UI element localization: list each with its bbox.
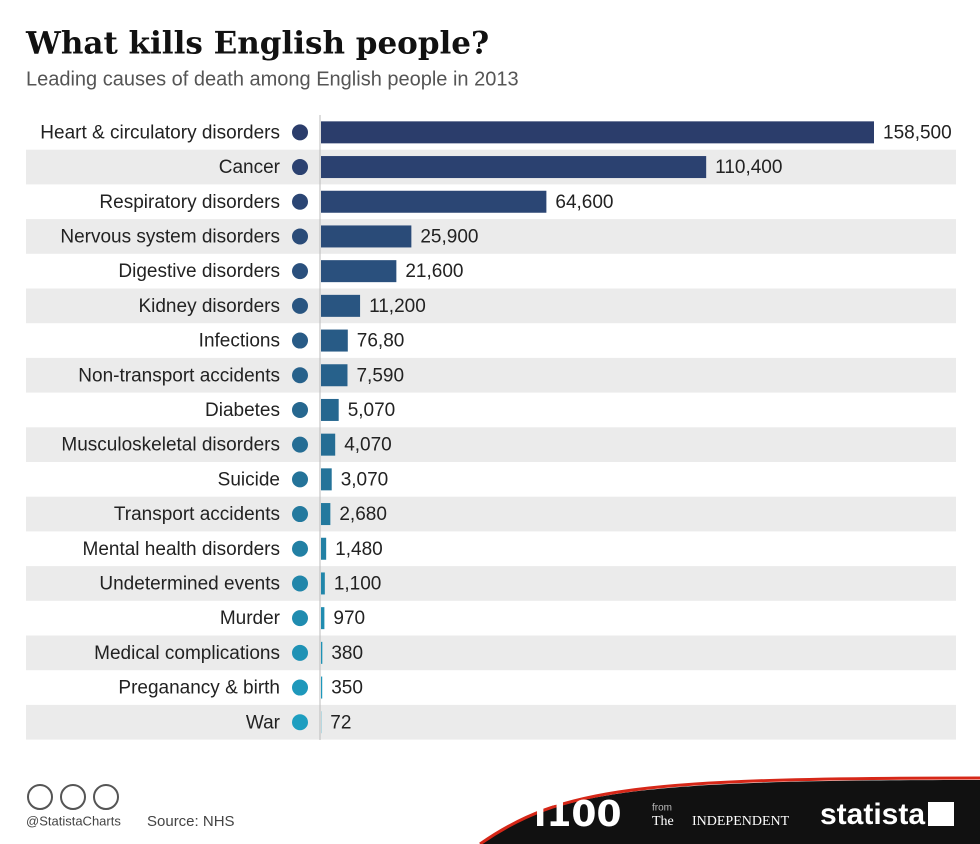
category-icon xyxy=(292,644,308,661)
category-icon xyxy=(292,124,308,141)
category-label: Mental health disorders xyxy=(83,539,281,560)
category-icon xyxy=(292,471,308,488)
value-label: 4,070 xyxy=(344,435,392,456)
bar xyxy=(321,572,325,595)
category-icon xyxy=(292,332,308,349)
brand-statista: statista xyxy=(820,798,925,831)
category-icon xyxy=(292,575,308,592)
value-label: 380 xyxy=(331,643,363,664)
category-label: War xyxy=(246,712,281,733)
bar xyxy=(321,398,339,421)
category-label: Preganancy & birth xyxy=(118,678,280,699)
brand-independent: INDEPENDENT xyxy=(692,814,790,829)
bar xyxy=(321,537,327,560)
bar xyxy=(321,364,348,387)
statista-logo xyxy=(928,802,954,826)
category-label: Medical complications xyxy=(94,643,280,664)
category-label: Murder xyxy=(220,608,281,629)
value-label: 2,680 xyxy=(339,504,387,525)
category-label: Cancer xyxy=(219,157,281,178)
bar xyxy=(321,121,874,144)
category-icon xyxy=(292,401,308,418)
category-label: Musculoskeletal disorders xyxy=(61,435,280,456)
value-label: 158,500 xyxy=(883,122,952,143)
category-icon xyxy=(292,506,308,523)
bar xyxy=(321,294,361,317)
category-label: Nervous system disorders xyxy=(60,226,280,247)
rows: Heart & circulatory disorders 158,500 Canc… xyxy=(26,121,956,740)
category-label: Suicide xyxy=(218,469,280,490)
category-label: Diabetes xyxy=(205,400,280,421)
category-icon xyxy=(292,297,308,314)
category-label: Infections xyxy=(199,331,280,352)
bar xyxy=(321,641,323,664)
value-label: 21,600 xyxy=(405,261,463,282)
brand-from: from xyxy=(652,803,672,814)
bar xyxy=(321,433,336,456)
credit: @StatistaCharts xyxy=(26,813,121,828)
row-shade xyxy=(26,288,956,324)
footer-line xyxy=(479,776,980,844)
brand-the: The xyxy=(652,814,674,829)
category-label: Non-transport accidents xyxy=(78,365,280,386)
bar xyxy=(321,607,325,630)
category-icon xyxy=(292,610,308,627)
row-shade xyxy=(26,496,956,532)
category-icon xyxy=(292,263,308,280)
value-label: 1,100 xyxy=(334,573,382,594)
chart-title: What kills English people? xyxy=(25,26,489,62)
category-label: Respiratory disorders xyxy=(99,192,280,213)
chart-subtitle: Leading causes of death among English pe… xyxy=(26,68,519,90)
source: Source: NHS xyxy=(147,813,235,830)
value-label: 72 xyxy=(330,712,351,733)
category-icon xyxy=(292,193,308,210)
value-label: 64,600 xyxy=(555,192,613,213)
category-icon xyxy=(292,714,308,731)
value-label: 3,070 xyxy=(341,469,389,490)
category-label: Kidney disorders xyxy=(138,296,280,317)
category-icon xyxy=(292,679,308,696)
bar xyxy=(321,225,412,248)
value-label: 25,900 xyxy=(420,226,478,247)
row-shade xyxy=(26,219,956,254)
cc-icons xyxy=(27,784,119,810)
footer-band xyxy=(480,780,980,844)
row-shade xyxy=(26,427,956,462)
value-label: 350 xyxy=(331,678,363,699)
value-label: 970 xyxy=(333,608,365,629)
value-label: 7,590 xyxy=(356,365,404,386)
category-label: Undetermined events xyxy=(99,573,280,594)
row-shade xyxy=(26,357,956,393)
row-shade xyxy=(26,704,956,740)
category-icon xyxy=(292,228,308,245)
value-label: 76,80 xyxy=(357,331,405,352)
category-icon xyxy=(292,540,308,557)
category-label: Heart & circulatory disorders xyxy=(40,122,280,143)
value-label: 11,200 xyxy=(369,296,426,317)
category-icon xyxy=(292,159,308,176)
category-icon xyxy=(292,367,308,384)
bar xyxy=(321,676,323,699)
bar xyxy=(321,260,397,283)
category-icon xyxy=(292,436,308,453)
value-label: 5,070 xyxy=(348,400,396,421)
row-shade xyxy=(26,566,956,601)
value-label: 1,480 xyxy=(335,539,383,560)
bar xyxy=(321,156,707,179)
bar xyxy=(321,329,348,352)
category-label: Digestive disorders xyxy=(118,261,280,282)
bar xyxy=(321,468,332,491)
brand-i100: i100 xyxy=(534,794,622,835)
category-label: Transport accidents xyxy=(114,504,280,525)
bar xyxy=(321,503,331,526)
row-shade xyxy=(26,635,956,671)
bar xyxy=(321,190,547,213)
value-label: 110,400 xyxy=(715,157,782,178)
